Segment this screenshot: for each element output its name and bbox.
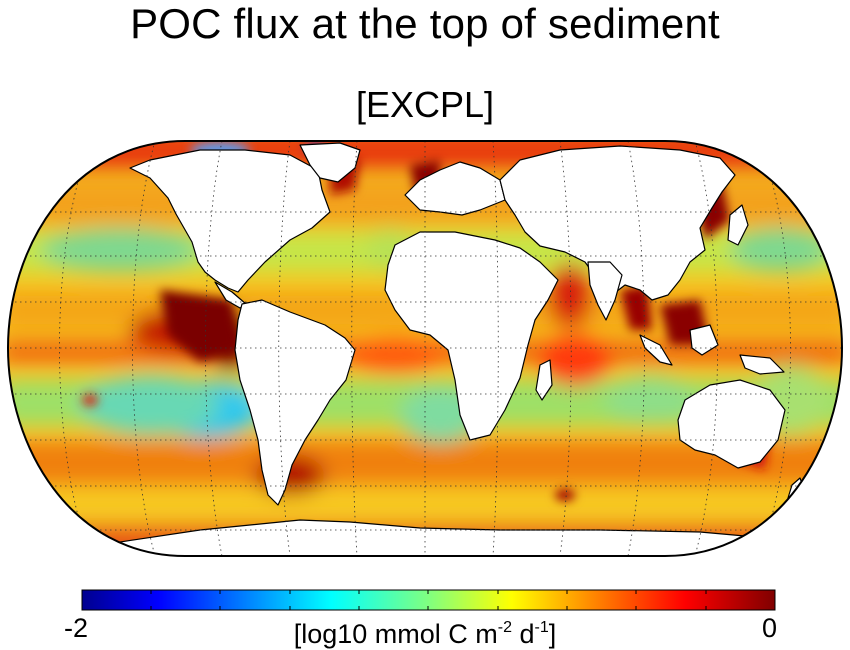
figure-subtitle: [EXCPL] xyxy=(355,84,495,125)
figure-title: POC flux at the top of sediment xyxy=(130,0,720,47)
south-america xyxy=(234,299,356,506)
ocean-field xyxy=(8,141,842,556)
greenland xyxy=(299,142,361,183)
new-guinea xyxy=(739,354,785,375)
north-america xyxy=(129,149,331,293)
madagascar xyxy=(535,359,553,401)
colorbar xyxy=(81,589,776,611)
asia xyxy=(499,145,736,301)
borneo xyxy=(689,324,719,356)
africa xyxy=(384,231,559,441)
graticule xyxy=(8,141,842,556)
landmasses xyxy=(99,142,807,556)
india xyxy=(587,261,623,321)
map-frame xyxy=(6,140,844,557)
colorbar-ticks xyxy=(150,590,707,610)
japan xyxy=(727,204,749,246)
